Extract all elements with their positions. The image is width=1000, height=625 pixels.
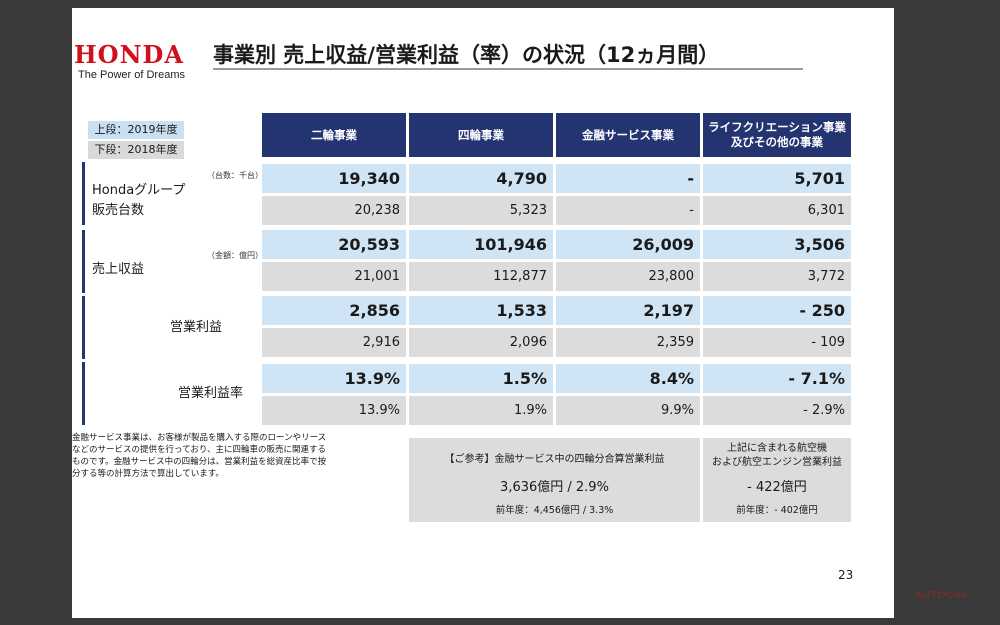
row-bar-revenue (82, 230, 85, 293)
cell-profit-automobile-2018: 2,096 (409, 328, 553, 357)
cell-margin-automobile-2018: 1.9% (409, 396, 553, 425)
column-header-life-creation: ライフクリエーション事業 及びその他の事業 (703, 113, 851, 157)
cell-profit-life-2019: - 250 (703, 296, 851, 325)
cell-margin-life-2019: - 7.1% (703, 364, 851, 393)
honda-logo: HONDA The Power of Dreams (74, 42, 185, 82)
cell-profit-automobile-2019: 1,533 (409, 296, 553, 325)
row-label-revenue: 売上収益 (92, 262, 145, 277)
slide-title: 事業別 売上収益/営業利益（率）の状況（12ヵ月間） (213, 43, 720, 67)
row-label-operating-profit: 営業利益 (170, 320, 223, 335)
cell-units-motorcycle-2019: 19,340 (262, 164, 406, 193)
cell-units-automobile-2019: 4,790 (409, 164, 553, 193)
reference-prev: 前年度：4,456億円 / 3.3% (495, 505, 614, 516)
logo-wordmark: HONDA (74, 40, 184, 69)
cell-margin-motorcycle-2018: 13.9% (262, 396, 406, 425)
row-bar-units (82, 162, 85, 225)
cell-units-financial-2019: - (556, 164, 700, 193)
logo-tagline: The Power of Dreams (78, 69, 185, 81)
cell-units-automobile-2018: 5,323 (409, 196, 553, 225)
reference-value: 3,636億円 / 2.9% (500, 480, 609, 495)
column-header-financial: 金融サービス事業 (556, 113, 700, 157)
cell-revenue-life-2018: 3,772 (703, 262, 851, 291)
page-number: 23 (838, 568, 854, 582)
cell-margin-automobile-2019: 1.5% (409, 364, 553, 393)
cell-units-life-2019: 5,701 (703, 164, 851, 193)
cell-revenue-motorcycle-2019: 20,593 (262, 230, 406, 259)
cell-margin-financial-2019: 8.4% (556, 364, 700, 393)
unit-label-units: （台数：千台） (207, 171, 263, 180)
footnote: 金融サービス事業は、お客様が製品を購入する際のローンやリースなどのサービスの提供… (72, 433, 327, 479)
cell-profit-life-2018: - 109 (703, 328, 851, 357)
reference-title: 【ご参考】金融サービス中の四輪分合算営業利益 (444, 454, 665, 465)
row-label-units: Hondaグループ 販売台数 (92, 183, 186, 218)
aviation-value: - 422億円 (747, 480, 807, 495)
aviation-prev: 前年度：- 402億円 (736, 505, 818, 516)
cell-revenue-life-2019: 3,506 (703, 230, 851, 259)
aviation-title: 上記に含まれる航空機 および航空エンジン営業利益 (712, 443, 842, 468)
cell-units-life-2018: 6,301 (703, 196, 851, 225)
reference-box: 【ご参考】金融サービス中の四輪分合算営業利益 3,636億円 / 2.9% 前年… (409, 438, 700, 522)
cell-profit-financial-2018: 2,359 (556, 328, 700, 357)
cell-margin-life-2018: - 2.9% (703, 396, 851, 425)
cell-revenue-automobile-2019: 101,946 (409, 230, 553, 259)
column-header-automobile: 四輪事業 (409, 113, 553, 157)
cell-profit-financial-2019: 2,197 (556, 296, 700, 325)
column-header-motorcycle: 二輪事業 (262, 113, 406, 157)
cell-margin-financial-2018: 9.9% (556, 396, 700, 425)
unit-label-revenue: （金額：億円） (207, 251, 263, 260)
row-bar-operating-profit (82, 296, 85, 359)
cell-revenue-financial-2019: 26,009 (556, 230, 700, 259)
legend-upper: 上段：2019年度 (88, 121, 184, 139)
cell-units-motorcycle-2018: 20,238 (262, 196, 406, 225)
cell-revenue-automobile-2018: 112,877 (409, 262, 553, 291)
legend-lower: 下段：2018年度 (88, 141, 184, 159)
cell-revenue-financial-2018: 23,800 (556, 262, 700, 291)
cell-units-financial-2018: - (556, 196, 700, 225)
cell-profit-motorcycle-2019: 2,856 (262, 296, 406, 325)
cell-profit-motorcycle-2018: 2,916 (262, 328, 406, 357)
cell-margin-motorcycle-2019: 13.9% (262, 364, 406, 393)
row-label-operating-margin: 営業利益率 (178, 386, 244, 401)
cell-revenue-motorcycle-2018: 21,001 (262, 262, 406, 291)
watermark: AUTOCAR (915, 590, 969, 601)
title-underline (213, 68, 803, 70)
row-bar-operating-margin (82, 362, 85, 425)
aviation-box: 上記に含まれる航空機 および航空エンジン営業利益 - 422億円 前年度：- 4… (703, 438, 851, 522)
